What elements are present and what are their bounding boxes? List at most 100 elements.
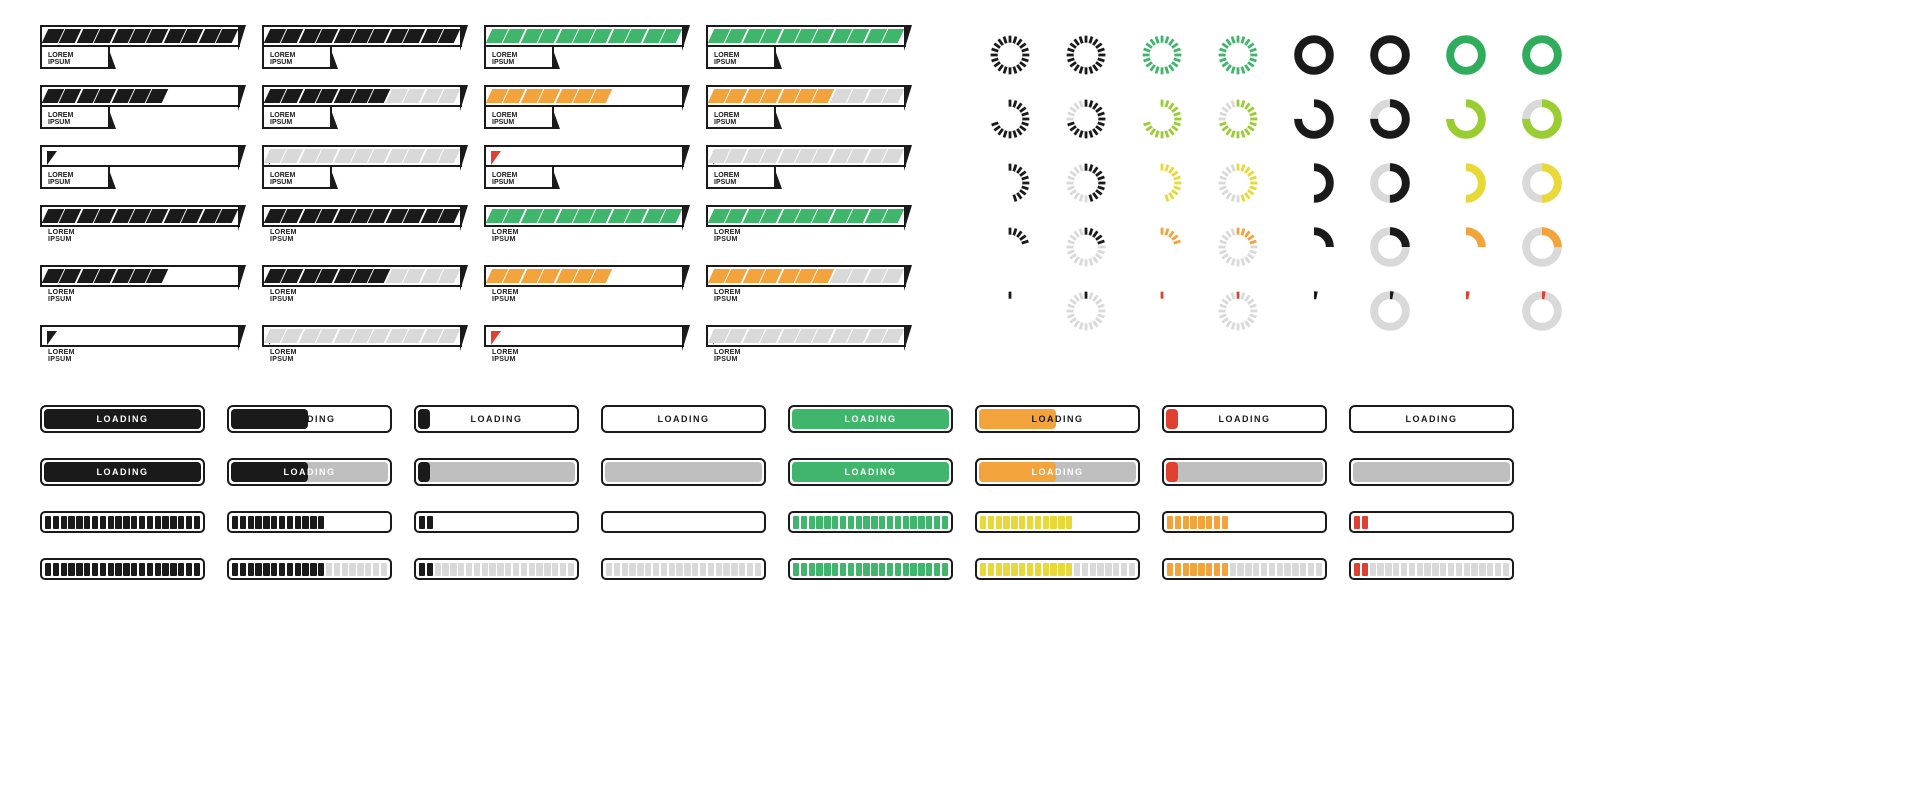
spinner	[1204, 25, 1272, 85]
futuristic-bar: LOREM IPSUM	[706, 25, 916, 75]
spinner	[1280, 281, 1348, 341]
bar-label: LOREM IPSUM	[270, 112, 295, 127]
spinner	[1356, 25, 1424, 85]
spinner	[1508, 281, 1576, 341]
bar-label: LOREM IPSUM	[48, 172, 73, 187]
loading-label: LOADING	[416, 460, 577, 484]
bar-label: LOREM IPSUM	[270, 289, 297, 304]
bar-label: LOREM IPSUM	[714, 289, 741, 304]
futuristic-bar: LOREM IPSUM	[484, 265, 694, 315]
bar-label: LOREM IPSUM	[714, 52, 739, 67]
bar-label: LOREM IPSUM	[714, 112, 739, 127]
loading-label: LOADING	[603, 460, 764, 484]
spinner	[976, 89, 1044, 149]
bar-label: LOREM IPSUM	[48, 289, 75, 304]
bar-label: LOREM IPSUM	[492, 112, 517, 127]
futuristic-bar: LOREM IPSUM	[40, 325, 250, 375]
spinner	[1052, 153, 1120, 213]
block-bar	[788, 511, 953, 533]
loading-label: LOADING	[1351, 407, 1512, 431]
loading-bar: LOADING	[601, 458, 766, 486]
block-bar	[601, 558, 766, 580]
futuristic-bar: LOREM IPSUM	[262, 25, 472, 75]
loading-bar: LOADING	[414, 458, 579, 486]
block-bar	[414, 511, 579, 533]
futuristic-bar: LOREM IPSUM	[40, 85, 250, 135]
loading-bar: LOADING	[227, 405, 392, 433]
spinner	[1356, 89, 1424, 149]
loading-bar: LOADING	[40, 458, 205, 486]
spinner	[1432, 217, 1500, 277]
block-bar	[1162, 511, 1327, 533]
spinner	[1432, 153, 1500, 213]
block-bar	[414, 558, 579, 580]
bar-label: LOREM IPSUM	[492, 349, 519, 364]
loading-label: LOADING	[977, 407, 1138, 431]
spinner	[1432, 25, 1500, 85]
spinner	[1204, 217, 1272, 277]
spinner	[1432, 89, 1500, 149]
futuristic-bar: LOREM IPSUM	[262, 205, 472, 255]
futuristic-bar: LOREM IPSUM	[706, 265, 916, 315]
bar-label: LOREM IPSUM	[270, 52, 295, 67]
loading-bars-row-1: LOADING LOADING LOADING LOADING LOADING LOADI…	[40, 405, 1880, 433]
loading-bars-row-2: LOADING LOADING LOADING LOADING LOADING LOADI…	[40, 458, 1880, 486]
block-bar	[40, 511, 205, 533]
loading-label: LOADING	[977, 460, 1138, 484]
spinner	[1508, 153, 1576, 213]
bar-label: LOREM IPSUM	[714, 229, 741, 244]
bar-label: LOREM IPSUM	[270, 229, 297, 244]
futuristic-bar: LOREM IPSUM	[706, 145, 916, 195]
spinner	[1280, 217, 1348, 277]
spinner	[1280, 153, 1348, 213]
bar-label: LOREM IPSUM	[714, 172, 739, 187]
spinner	[976, 281, 1044, 341]
loading-label: LOADING	[229, 460, 390, 484]
bar-label: LOREM IPSUM	[48, 112, 73, 127]
block-bar	[1349, 511, 1514, 533]
spinner	[1128, 89, 1196, 149]
spinner	[976, 153, 1044, 213]
loading-label: LOADING	[1164, 460, 1325, 484]
loading-bar: LOADING	[1162, 458, 1327, 486]
spinner	[976, 25, 1044, 85]
bar-label: LOREM IPSUM	[492, 229, 519, 244]
futuristic-bars-grid: LOREM IPSUMLOREM IPSUMLOREM IPSUMLOREM I…	[40, 25, 916, 375]
spinner	[1052, 25, 1120, 85]
futuristic-bar: LOREM IPSUM	[706, 325, 916, 375]
block-bars-row-2	[40, 558, 1880, 580]
futuristic-bar: LOREM IPSUM	[40, 145, 250, 195]
spinner	[1508, 217, 1576, 277]
circular-spinners-grid	[976, 25, 1576, 375]
futuristic-bar: LOREM IPSUM	[262, 325, 472, 375]
futuristic-bar: LOREM IPSUM	[706, 85, 916, 135]
spinner	[1128, 217, 1196, 277]
futuristic-bar: LOREM IPSUM	[484, 85, 694, 135]
loading-bar: LOADING	[788, 405, 953, 433]
loading-bar: LOADING	[601, 405, 766, 433]
bar-label: LOREM IPSUM	[48, 349, 75, 364]
loading-bar: LOADING	[1162, 405, 1327, 433]
bar-label: LOREM IPSUM	[492, 52, 517, 67]
futuristic-bar: LOREM IPSUM	[40, 205, 250, 255]
spinner	[1204, 281, 1272, 341]
spinner	[1052, 89, 1120, 149]
spinner	[1280, 89, 1348, 149]
loading-label: LOADING	[42, 460, 203, 484]
loading-label: LOADING	[416, 407, 577, 431]
block-bar	[1349, 558, 1514, 580]
spinner	[1128, 281, 1196, 341]
loading-bar: LOADING	[40, 405, 205, 433]
block-bar	[227, 511, 392, 533]
loading-bar: LOADING	[788, 458, 953, 486]
spinner	[1052, 217, 1120, 277]
block-bar	[788, 558, 953, 580]
spinner	[1128, 25, 1196, 85]
bar-label: LOREM IPSUM	[48, 229, 75, 244]
loading-label: LOADING	[42, 407, 203, 431]
loading-label: LOADING	[790, 407, 951, 431]
block-bar	[975, 558, 1140, 580]
loading-label: LOADING	[229, 407, 390, 431]
spinner	[1052, 281, 1120, 341]
spinner	[1280, 25, 1348, 85]
